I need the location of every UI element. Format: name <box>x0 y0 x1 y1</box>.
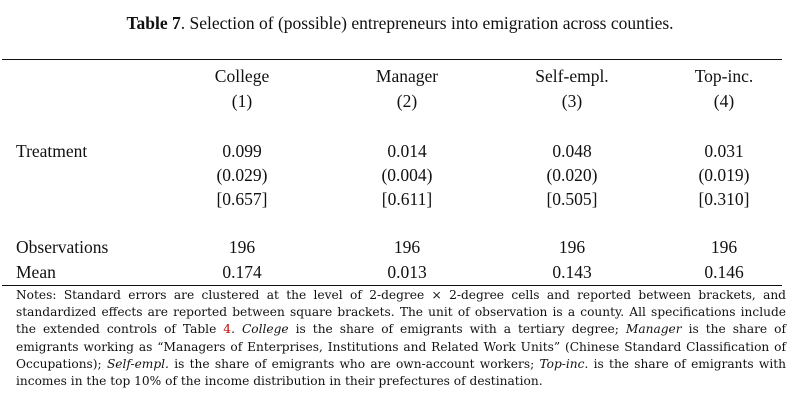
top-rule <box>2 59 782 61</box>
coef-cell: 0.031 <box>704 141 744 161</box>
row-label-mean: Mean <box>16 262 56 282</box>
notes-text: . <box>231 322 242 337</box>
notes-term-top-inc: Top-inc. <box>539 356 589 371</box>
coef-cell: 0.099 <box>222 141 262 161</box>
notes-text: is the share of emigrants with a tertiar… <box>288 322 626 337</box>
std-effect-cell: [0.505] <box>546 189 598 209</box>
row-label-treatment: Treatment <box>16 141 88 161</box>
column-number-1: (1) <box>231 91 253 111</box>
table-ref-link[interactable]: 4 <box>223 322 232 337</box>
notes-term-college: College <box>241 322 289 337</box>
std-effect-cell: [0.657] <box>216 189 268 209</box>
obs-cell: 196 <box>228 237 256 257</box>
notes-text: Notes: Standard errors are clustered at … <box>16 288 786 337</box>
std-effect-cell: [0.611] <box>381 189 433 209</box>
bottom-rule <box>2 285 782 287</box>
notes-term-manager: Manager <box>625 322 682 337</box>
se-cell: (0.019) <box>698 165 750 185</box>
table-caption: Table 7. Selection of (possible) entrepr… <box>0 13 800 34</box>
coef-cell: 0.014 <box>387 141 427 161</box>
notes-text: is the share of emigrants who are own-ac… <box>168 356 540 371</box>
se-cell: (0.020) <box>546 165 598 185</box>
notes-text: is the share of emigrants with incomes i… <box>16 356 786 389</box>
table-notes: Notes: Standard errors are clustered at … <box>16 287 786 390</box>
notes-text: is the share of emigrants working as “Ma… <box>16 322 786 371</box>
column-header-top-inc: Top-inc. <box>694 66 754 86</box>
column-number-2: (2) <box>396 91 418 111</box>
mean-cell: 0.146 <box>704 262 744 282</box>
obs-cell: 196 <box>393 237 421 257</box>
row-label-observations: Observations <box>16 237 109 257</box>
mean-cell: 0.174 <box>222 262 262 282</box>
column-number-4: (4) <box>713 91 735 111</box>
obs-cell: 196 <box>558 237 586 257</box>
std-effect-cell: [0.310] <box>698 189 750 209</box>
se-cell: (0.004) <box>381 165 433 185</box>
se-cell: (0.029) <box>216 165 268 185</box>
table-label: Table 7 <box>126 13 181 33</box>
caption-text: . Selection of (possible) entrepreneurs … <box>180 13 674 33</box>
column-header-self-empl: Self-empl. <box>535 66 609 86</box>
column-header-manager: Manager <box>375 66 439 86</box>
coef-cell: 0.048 <box>552 141 592 161</box>
mean-cell: 0.143 <box>552 262 592 282</box>
column-number-3: (3) <box>561 91 583 111</box>
column-header-college: College <box>214 66 270 86</box>
obs-cell: 196 <box>710 237 738 257</box>
mean-cell: 0.013 <box>387 262 427 282</box>
notes-term-self-empl: Self-empl. <box>106 356 169 371</box>
